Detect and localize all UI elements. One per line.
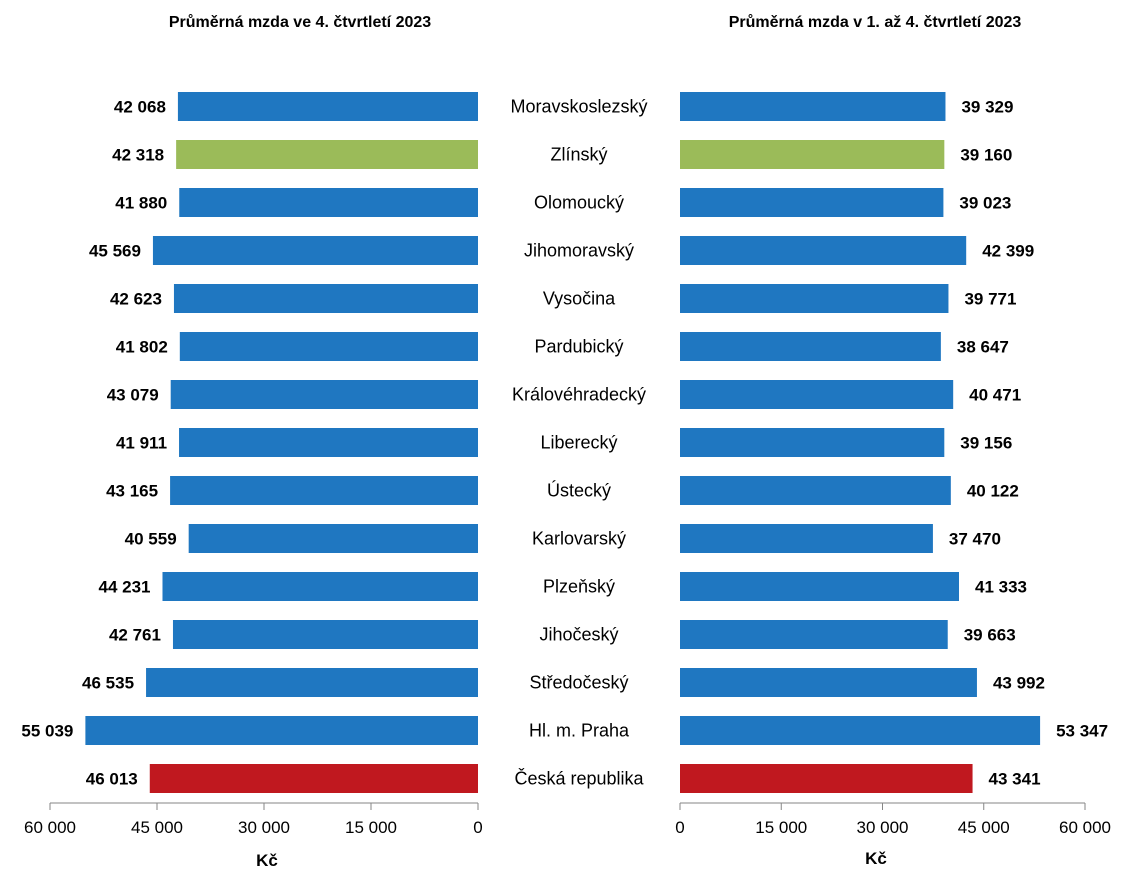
category-label-1: Zlínský bbox=[550, 145, 607, 165]
left-chart-title: Průměrná mzda ve 4. čtvrtletí 2023 bbox=[168, 14, 432, 31]
left-bar-7 bbox=[179, 428, 479, 457]
left-bar-13 bbox=[85, 716, 479, 745]
left-value-label-9: 40 559 bbox=[125, 530, 177, 549]
right-tick-label-2: 30 000 bbox=[857, 818, 909, 837]
left-x-axis-title: Kč bbox=[256, 851, 278, 870]
left-bar-11 bbox=[172, 620, 478, 649]
left-bar-2 bbox=[179, 188, 479, 217]
right-value-label-7: 39 156 bbox=[960, 434, 1012, 453]
left-bar-1 bbox=[176, 140, 479, 169]
category-label-9: Karlovarský bbox=[532, 529, 626, 549]
right-value-label-14: 43 341 bbox=[989, 770, 1041, 789]
left-bar-4 bbox=[173, 284, 478, 313]
right-tick-label-3: 45 000 bbox=[958, 818, 1010, 837]
left-tick-label-2: 30 000 bbox=[238, 818, 290, 837]
category-label-5: Pardubický bbox=[534, 337, 623, 357]
left-bar-5 bbox=[179, 332, 479, 361]
left-value-label-1: 42 318 bbox=[112, 146, 164, 165]
left-tick-label-1: 45 000 bbox=[131, 818, 183, 837]
left-value-label-0: 42 068 bbox=[114, 98, 166, 117]
category-label-0: Moravskoslezský bbox=[510, 97, 647, 117]
category-label-3: Jihomoravský bbox=[524, 241, 634, 261]
right-value-label-3: 42 399 bbox=[982, 242, 1034, 261]
left-value-label-8: 43 165 bbox=[106, 482, 158, 501]
left-value-label-6: 43 079 bbox=[107, 386, 159, 405]
right-value-label-2: 39 023 bbox=[959, 194, 1011, 213]
category-label-10: Plzeňský bbox=[543, 577, 615, 597]
right-value-label-13: 53 347 bbox=[1056, 722, 1108, 741]
right-value-label-6: 40 471 bbox=[969, 386, 1021, 405]
right-value-label-0: 39 329 bbox=[961, 98, 1013, 117]
right-chart-title: Průměrná mzda v 1. až 4. čtvrtletí 2023 bbox=[728, 14, 1022, 31]
left-bar-3 bbox=[152, 236, 478, 265]
category-label-6: Královéhradecký bbox=[512, 385, 646, 405]
left-value-label-11: 42 761 bbox=[109, 626, 161, 645]
left-value-label-13: 55 039 bbox=[21, 722, 73, 741]
left-bar-0 bbox=[177, 92, 479, 121]
right-value-label-5: 38 647 bbox=[957, 338, 1009, 357]
left-value-label-4: 42 623 bbox=[110, 290, 162, 309]
right-bar-2 bbox=[680, 188, 944, 217]
right-bar-10 bbox=[680, 572, 959, 601]
right-bar-8 bbox=[680, 476, 951, 505]
right-bar-6 bbox=[680, 380, 954, 409]
category-label-2: Olomoucký bbox=[534, 193, 624, 213]
right-bar-5 bbox=[680, 332, 941, 361]
right-value-label-10: 41 333 bbox=[975, 578, 1027, 597]
right-tick-label-0: 0 bbox=[675, 818, 684, 837]
right-value-label-1: 39 160 bbox=[960, 146, 1012, 165]
left-tick-label-4: 0 bbox=[473, 818, 482, 837]
category-label-11: Jihočeský bbox=[539, 625, 618, 645]
left-value-label-7: 41 911 bbox=[116, 434, 167, 453]
right-bar-9 bbox=[680, 524, 933, 553]
category-label-12: Středočeský bbox=[529, 673, 628, 693]
left-tick-label-3: 15 000 bbox=[345, 818, 397, 837]
left-value-label-2: 41 880 bbox=[115, 194, 167, 213]
left-tick-label-0: 60 000 bbox=[24, 818, 76, 837]
left-bar-10 bbox=[162, 572, 478, 601]
right-x-axis-title: Kč bbox=[865, 849, 887, 868]
right-tick-label-4: 60 000 bbox=[1059, 818, 1111, 837]
category-label-13: Hl. m. Praha bbox=[529, 721, 630, 741]
left-bar-14 bbox=[149, 764, 478, 793]
right-bar-12 bbox=[680, 668, 977, 697]
left-value-label-5: 41 802 bbox=[116, 338, 168, 357]
right-tick-label-1: 15 000 bbox=[755, 818, 807, 837]
category-label-7: Liberecký bbox=[540, 433, 617, 453]
category-label-4: Vysočina bbox=[543, 289, 616, 309]
right-bar-13 bbox=[680, 716, 1041, 745]
right-bar-7 bbox=[680, 428, 945, 457]
left-bar-8 bbox=[170, 476, 478, 505]
left-bar-12 bbox=[146, 668, 478, 697]
right-bar-0 bbox=[680, 92, 946, 121]
right-value-label-11: 39 663 bbox=[964, 626, 1016, 645]
right-value-label-12: 43 992 bbox=[993, 674, 1045, 693]
left-value-label-12: 46 535 bbox=[82, 674, 134, 693]
right-bar-3 bbox=[680, 236, 967, 265]
left-value-label-10: 44 231 bbox=[98, 578, 150, 597]
category-label-14: Česká republika bbox=[514, 768, 644, 789]
category-label-8: Ústecký bbox=[547, 480, 611, 501]
left-bar-6 bbox=[170, 380, 479, 409]
right-bar-4 bbox=[680, 284, 949, 313]
right-bar-1 bbox=[680, 140, 945, 169]
right-bar-14 bbox=[680, 764, 973, 793]
left-bar-9 bbox=[188, 524, 478, 553]
left-value-label-3: 45 569 bbox=[89, 242, 141, 261]
right-bar-11 bbox=[680, 620, 948, 649]
right-value-label-8: 40 122 bbox=[967, 482, 1019, 501]
right-value-label-4: 39 771 bbox=[964, 290, 1016, 309]
right-value-label-9: 37 470 bbox=[949, 530, 1001, 549]
left-value-label-14: 46 013 bbox=[86, 770, 138, 789]
